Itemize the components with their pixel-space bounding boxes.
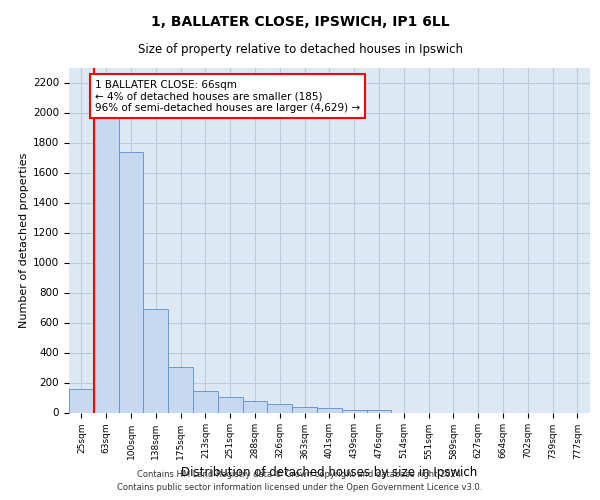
Text: Size of property relative to detached houses in Ipswich: Size of property relative to detached ho… — [137, 42, 463, 56]
Y-axis label: Number of detached properties: Number of detached properties — [19, 152, 29, 328]
Bar — [218, 397, 242, 412]
Bar — [168, 367, 193, 412]
Text: 1, BALLATER CLOSE, IPSWICH, IP1 6LL: 1, BALLATER CLOSE, IPSWICH, IP1 6LL — [151, 15, 449, 29]
Bar — [94, 105, 119, 412]
Bar — [367, 410, 391, 412]
Bar — [69, 389, 94, 412]
Text: 1 BALLATER CLOSE: 66sqm
← 4% of detached houses are smaller (185)
96% of semi-de: 1 BALLATER CLOSE: 66sqm ← 4% of detached… — [95, 80, 360, 112]
Bar — [342, 410, 367, 412]
Bar — [242, 400, 268, 412]
X-axis label: Distribution of detached houses by size in Ipswich: Distribution of detached houses by size … — [181, 466, 478, 478]
Bar — [193, 391, 218, 412]
Bar — [317, 408, 342, 412]
Bar — [268, 404, 292, 412]
Bar — [143, 309, 168, 412]
Text: Contains HM Land Registry data © Crown copyright and database right 2024.
Contai: Contains HM Land Registry data © Crown c… — [118, 470, 482, 492]
Bar — [119, 152, 143, 412]
Bar — [292, 406, 317, 412]
